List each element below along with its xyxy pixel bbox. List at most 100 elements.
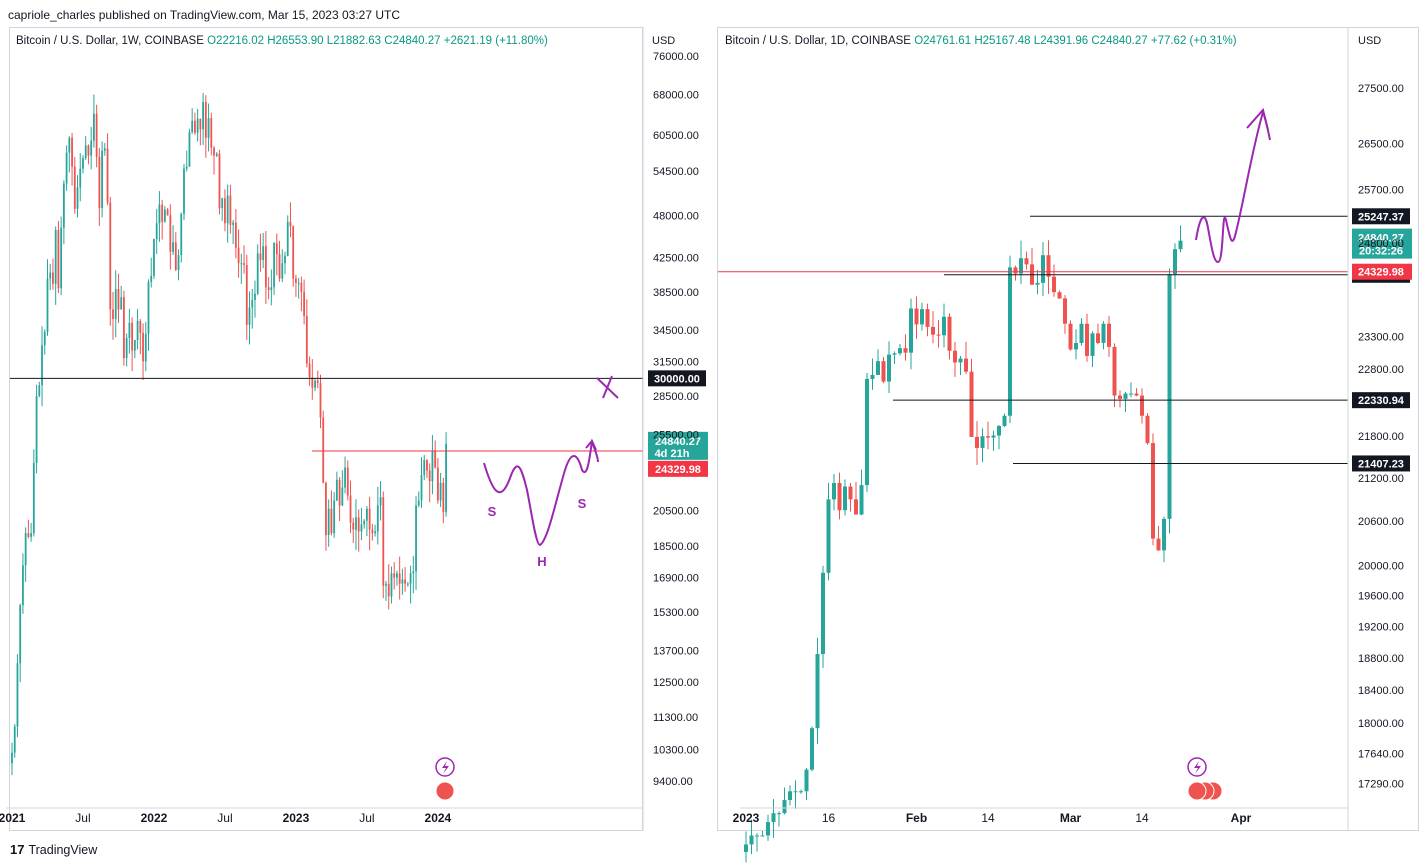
candle-body: [826, 499, 831, 573]
candle-body: [1085, 323, 1089, 356]
y-tick-label: 25500.00: [653, 430, 699, 442]
candle-body: [788, 791, 792, 800]
footer-brand[interactable]: 17 TradingView: [10, 842, 97, 857]
candle-body: [368, 508, 371, 530]
candle-body: [349, 495, 352, 523]
candle-body: [13, 726, 16, 753]
annotation-s-right: S: [578, 496, 587, 511]
last-price-tag-right: [1352, 228, 1412, 259]
candle-body: [815, 654, 820, 729]
y-tick-label: 60500.00: [653, 130, 699, 142]
x-tick-label: Apr: [1231, 811, 1252, 825]
candle-body: [273, 243, 275, 288]
candle-body: [1129, 393, 1133, 395]
level-price-tag: [1352, 392, 1410, 409]
x-tick-label: Feb: [906, 811, 927, 825]
candle-body: [163, 209, 166, 222]
candle-body: [412, 571, 415, 574]
candle-body: [297, 282, 300, 284]
candle-body: [931, 326, 935, 335]
us-flag-event-icon-right[interactable]: [1187, 781, 1207, 801]
candle-body: [24, 533, 27, 566]
candle-body: [125, 337, 128, 359]
candle-body: [114, 289, 117, 319]
candle-body: [821, 572, 825, 655]
candle-body: [243, 263, 245, 265]
candle-body: [11, 752, 13, 764]
candle-body: [445, 443, 447, 513]
y-tick-label: 16900.00: [653, 572, 699, 584]
candle-body: [1096, 333, 1100, 343]
candle-body: [166, 209, 169, 216]
y-tick-label: 68000.00: [653, 89, 699, 101]
candle-body: [259, 253, 262, 260]
y-tick-label: 20500.00: [653, 505, 699, 517]
candle-body: [760, 835, 765, 837]
candle-body: [387, 583, 390, 597]
red-price-tag-left: [648, 460, 708, 477]
candle-body: [1046, 255, 1051, 277]
candle-body: [93, 113, 95, 141]
right-chart-panel[interactable]: [717, 27, 1419, 831]
candle-body: [385, 583, 387, 586]
candle-body: [986, 436, 990, 438]
candle-body: [311, 377, 314, 388]
lightning-glyph-icon-right: [1194, 761, 1201, 774]
candle-body: [1151, 443, 1155, 539]
candle-body: [314, 380, 316, 388]
candle-body: [79, 168, 82, 188]
candle-body: [409, 573, 412, 584]
y-tick-label: 18500.00: [653, 541, 699, 553]
candle-body: [942, 316, 946, 336]
left-open: O22216.02: [207, 35, 265, 47]
candle-body: [355, 517, 357, 530]
annotation-h: H: [537, 554, 546, 569]
tradingview-logo-icon: 17: [10, 842, 25, 857]
candle-body: [799, 791, 803, 793]
right-close: C24840.27: [1091, 35, 1148, 47]
candle-body: [251, 299, 254, 308]
y-tick-label: 20600.00: [1358, 516, 1404, 528]
candle-body: [16, 663, 19, 727]
us-flag-event-icon[interactable]: [435, 781, 455, 801]
candle-body: [41, 345, 43, 386]
candle-body: [62, 183, 65, 228]
candle-body: [1079, 323, 1084, 343]
y-tick-label: 13700.00: [653, 645, 699, 657]
candle-body: [136, 320, 139, 341]
candle-body: [234, 222, 237, 248]
x-tick-label: Jul: [359, 811, 374, 825]
candle-body: [73, 166, 76, 209]
right-symbol-title: Bitcoin / U.S. Dollar, 1D, COINBASE: [725, 35, 911, 47]
candle-body: [865, 378, 869, 486]
candle-body: [357, 517, 360, 532]
red-price-right-text: 24329.98: [1358, 267, 1404, 279]
candle-body: [229, 195, 232, 225]
y-tick-label: 19600.00: [1358, 591, 1404, 603]
candle-body: [1057, 292, 1062, 299]
candle-body: [87, 145, 90, 156]
countdown-right-text: 20:32:26: [1359, 246, 1403, 258]
candle-body: [289, 221, 292, 227]
candle-body: [1178, 240, 1183, 250]
right-currency-label: USD: [1358, 35, 1382, 47]
candle-body: [281, 263, 284, 279]
y-tick-label: 18000.00: [1358, 718, 1404, 730]
left-symbol-title: Bitcoin / U.S. Dollar, 1W, COINBASE: [16, 35, 204, 47]
candle-body: [303, 291, 306, 317]
candle-body: [371, 529, 374, 534]
candle-body: [1063, 298, 1067, 324]
candle-body: [292, 226, 295, 279]
candle-body: [1140, 395, 1144, 416]
candle-body: [275, 243, 278, 255]
candle-body: [914, 308, 919, 325]
candle-body: [881, 361, 886, 382]
candle-body: [936, 334, 941, 336]
x-tick-label: 2022: [141, 811, 168, 825]
y-tick-label: 12500.00: [653, 677, 699, 689]
candle-body: [221, 198, 224, 209]
candle-body: [278, 254, 281, 279]
candle-body: [188, 132, 191, 167]
candle-body: [374, 531, 376, 534]
